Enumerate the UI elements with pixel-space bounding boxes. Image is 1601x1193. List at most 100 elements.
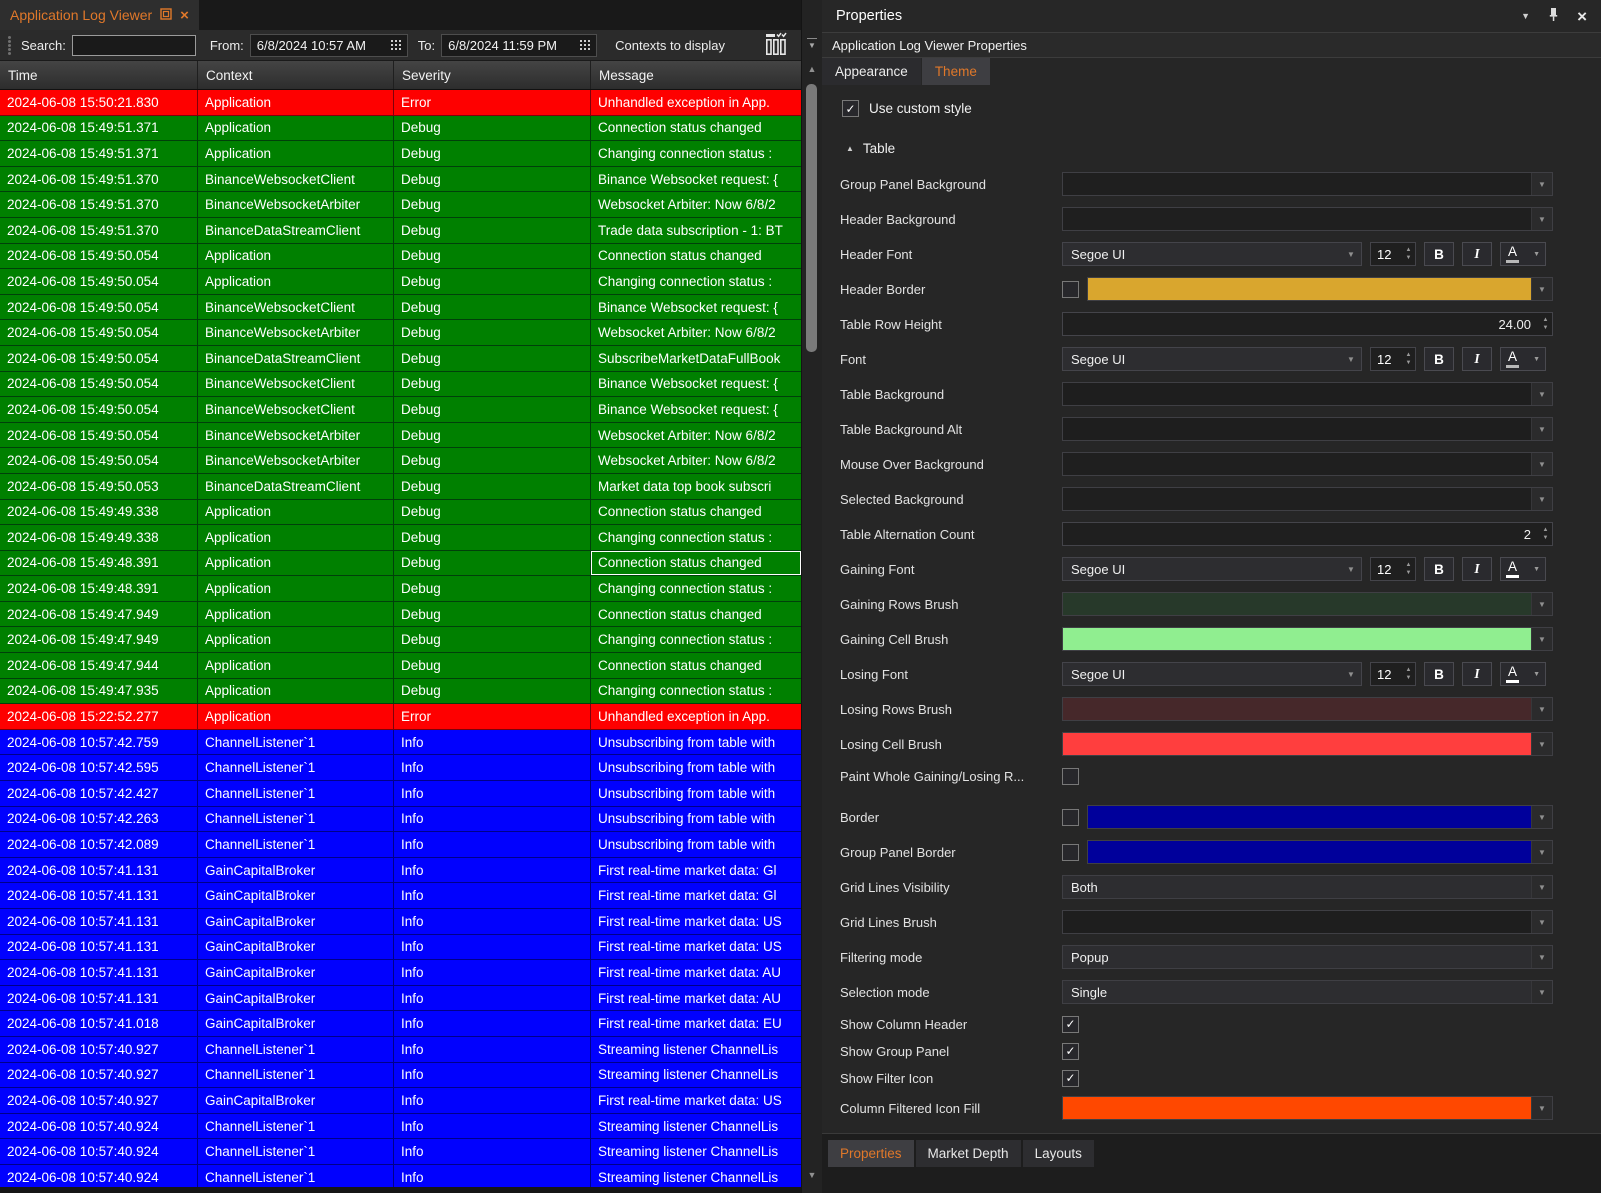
number-input[interactable]: 2 ▲ ▼ [1062,522,1553,546]
dropdown-arrow-icon[interactable]: ▼ [1531,488,1552,510]
dropdown-arrow-icon[interactable]: ▼ [1531,1097,1552,1119]
log-row[interactable]: 2024-06-08 15:49:51.371 Application Debug C… [0,141,801,167]
font-color-button[interactable]: A ▼ [1500,347,1546,371]
calendar-icon[interactable] [580,40,583,42]
log-row[interactable]: 2024-06-08 10:57:40.927 GainCapitalBroker… [0,1088,801,1114]
column-header-severity[interactable]: Severity [394,61,591,89]
property-value-dropdown[interactable]: ▼ [1062,452,1553,476]
italic-button[interactable]: I [1462,242,1492,266]
collapse-arrow-icon[interactable]: ▲ [846,144,854,153]
column-header-context[interactable]: Context [198,61,394,89]
italic-button[interactable]: I [1462,662,1492,686]
panel-close-icon[interactable]: × [1577,6,1587,26]
toolbar-overflow-icon[interactable]: ▼ [807,38,817,50]
tab-market-depth[interactable]: Market Depth [915,1140,1021,1167]
log-row[interactable]: 2024-06-08 10:57:41.131 GainCapitalBroker… [0,934,801,961]
log-row[interactable]: 2024-06-08 15:49:47.944 Application Debug C… [0,653,801,679]
dropdown-arrow-icon[interactable]: ▼ [1531,593,1552,615]
log-row[interactable]: 2024-06-08 15:49:50.054 BinanceWebsocketC… [0,397,801,423]
property-value-dropdown[interactable]: ▼ [1062,910,1553,934]
checkbox[interactable]: ✓ [1062,1042,1079,1060]
dropdown-arrow-icon[interactable]: ▼ [1347,354,1355,364]
property-value-dropdown[interactable]: ▼ [1062,172,1553,196]
dropdown-arrow-icon[interactable]: ▼ [1531,628,1552,650]
property-value-dropdown[interactable]: ▼ [1062,592,1553,616]
number-spinner[interactable]: ▲ ▼ [1542,317,1549,331]
log-row[interactable]: 2024-06-08 10:57:41.131 GainCapitalBroker… [0,883,801,909]
log-row[interactable]: 2024-06-08 15:49:50.053 BinanceDataStream… [0,473,801,500]
font-family-combo[interactable]: Segoe UI ▼ [1062,557,1362,581]
font-color-button[interactable]: A ▼ [1500,557,1546,581]
number-spinner[interactable]: ▲ ▼ [1405,352,1412,366]
property-value-dropdown[interactable]: ▼ [1087,805,1553,829]
number-spinner[interactable]: ▲ ▼ [1405,562,1412,576]
dropdown-arrow-icon[interactable]: ▼ [1531,208,1552,230]
dropdown-arrow-icon[interactable]: ▼ [1347,249,1355,259]
log-row[interactable]: 2024-06-08 15:49:51.371 Application Debug C… [0,115,801,142]
log-row[interactable]: 2024-06-08 15:49:48.391 Application Debug C… [0,550,801,577]
property-value-dropdown[interactable]: ▼ [1062,732,1553,756]
window-restore-icon[interactable] [160,7,172,23]
log-row[interactable]: 2024-06-08 10:57:41.018 GainCapitalBroker… [0,1011,801,1037]
log-row[interactable]: 2024-06-08 10:57:41.131 GainCapitalBroker… [0,960,801,986]
log-row[interactable]: 2024-06-08 15:49:51.370 BinanceWebsocketA… [0,192,801,218]
dropdown-arrow-icon[interactable]: ▼ [1347,669,1355,679]
log-row[interactable]: 2024-06-08 15:22:52.277 Application Error U… [0,704,801,730]
checkbox[interactable] [1062,280,1079,298]
log-row[interactable]: 2024-06-08 15:49:50.054 Application Debug C… [0,269,801,295]
property-value-dropdown[interactable]: Popup ▼ [1062,945,1553,969]
log-row[interactable]: 2024-06-08 15:49:50.054 BinanceWebsocketA… [0,448,801,474]
log-row[interactable]: 2024-06-08 10:57:40.927 ChannelListener`1… [0,1062,801,1089]
panel-menu-icon[interactable]: ▼ [1521,11,1531,21]
column-header-message[interactable]: Message [599,67,654,83]
italic-button[interactable]: I [1462,347,1492,371]
checkbox[interactable] [1062,767,1079,785]
number-input[interactable]: 24.00 ▲ ▼ [1062,312,1553,336]
property-value-dropdown[interactable]: ▼ [1062,207,1553,231]
property-value-dropdown[interactable]: ▼ [1062,627,1553,651]
log-row[interactable]: 2024-06-08 10:57:40.924 ChannelListener`1… [0,1164,801,1187]
log-row[interactable]: 2024-06-08 15:49:50.054 BinanceDataStream… [0,345,801,372]
log-row[interactable]: 2024-06-08 15:49:50.054 BinanceWebsocketC… [0,294,801,321]
log-row[interactable]: 2024-06-08 15:49:50.054 BinanceWebsocketA… [0,422,801,449]
dropdown-arrow-icon[interactable]: ▼ [1531,453,1552,475]
log-row[interactable]: 2024-06-08 15:49:50.054 Application Debug C… [0,243,801,270]
log-row[interactable]: 2024-06-08 15:49:49.338 Application Debug C… [0,499,801,526]
number-spinner[interactable]: ▲ ▼ [1405,247,1412,261]
property-value-dropdown[interactable]: Single ▼ [1062,980,1553,1004]
log-row[interactable]: 2024-06-08 15:49:51.370 BinanceWebsocketC… [0,166,801,193]
dropdown-arrow-icon[interactable]: ▼ [1531,698,1552,720]
font-family-combo[interactable]: Segoe UI ▼ [1062,347,1362,371]
property-value-dropdown[interactable]: ▼ [1062,1096,1553,1120]
property-value-dropdown[interactable]: ▼ [1062,487,1553,511]
column-header-time[interactable]: Time [0,61,198,89]
property-value-dropdown[interactable]: Both ▼ [1062,875,1553,899]
tab-theme[interactable]: Theme [921,58,990,85]
calendar-icon[interactable] [390,40,393,42]
checkbox[interactable]: ✓ [1062,1069,1079,1087]
log-row[interactable]: 2024-06-08 10:57:42.595 ChannelListener`1… [0,755,801,782]
scrollbar-down-icon[interactable]: ▼ [807,1170,817,1180]
log-row[interactable]: 2024-06-08 10:57:42.089 ChannelListener`1… [0,832,801,858]
dropdown-arrow-icon[interactable]: ▼ [1531,981,1552,1003]
search-input[interactable] [71,34,196,56]
font-size-input[interactable]: 12 ▲ ▼ [1370,242,1416,266]
bold-button[interactable]: B [1424,242,1454,266]
font-family-combo[interactable]: Segoe UI ▼ [1062,242,1362,266]
bold-button[interactable]: B [1424,557,1454,581]
italic-button[interactable]: I [1462,557,1492,581]
dropdown-arrow-icon[interactable]: ▼ [1531,733,1552,755]
property-value-dropdown[interactable]: ▼ [1087,840,1553,864]
log-row[interactable]: 2024-06-08 15:49:51.370 BinanceDataStream… [0,217,801,244]
dropdown-arrow-icon[interactable]: ▼ [1531,911,1552,933]
dropdown-arrow-icon[interactable]: ▼ [1531,841,1552,863]
dropdown-arrow-icon[interactable]: ▼ [1531,418,1552,440]
log-row[interactable]: 2024-06-08 15:49:50.054 BinanceWebsocketC… [0,371,801,398]
property-value-dropdown[interactable]: ▼ [1087,277,1553,301]
font-color-button[interactable]: A ▼ [1500,662,1546,686]
column-filter-icon[interactable] [763,31,789,60]
use-custom-style-checkbox[interactable]: ✓ [842,100,859,117]
table-group-header[interactable]: ▲ Table [846,141,1601,156]
dropdown-arrow-icon[interactable]: ▼ [1531,278,1552,300]
font-color-button[interactable]: A ▼ [1500,242,1546,266]
